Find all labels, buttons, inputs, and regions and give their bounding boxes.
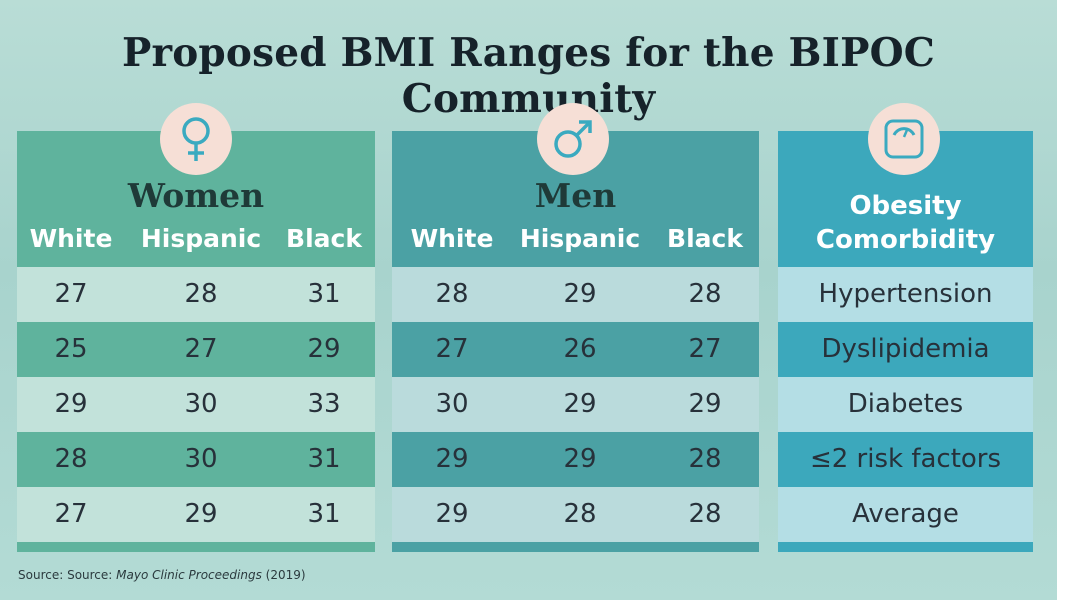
bmi-value-cell: 27 <box>54 279 88 309</box>
women-title: Women <box>127 176 265 215</box>
bmi-value-cell: 30 <box>184 389 218 419</box>
men-rows: 28 29 28 27 26 27 30 29 29 29 29 28 29 28 28 <box>392 267 759 542</box>
table-row: 29 30 33 <box>17 377 375 432</box>
bmi-value-cell: 30 <box>435 389 469 419</box>
bmi-value-cell: 27 <box>54 499 88 529</box>
men-col-black: Black <box>667 224 743 253</box>
table-row: Hypertension <box>778 267 1033 322</box>
comorbidity-title-line1: Obesity <box>849 191 962 221</box>
bmi-value-cell: 29 <box>184 499 218 529</box>
bmi-value-cell: 28 <box>184 279 218 309</box>
source-publication: Mayo Clinic Proceedings <box>116 568 262 582</box>
male-symbol-icon <box>537 103 609 175</box>
comorbidity-cell: Hypertension <box>818 279 993 309</box>
comorbidity-cell: Dyslipidemia <box>821 334 990 364</box>
bmi-value-cell: 31 <box>307 279 341 309</box>
page-title: Proposed BMI Ranges for the BIPOC Commun… <box>121 30 936 122</box>
table-row: Diabetes <box>778 377 1033 432</box>
table-row: 27 28 31 <box>17 267 375 322</box>
bmi-value-cell: 29 <box>688 389 722 419</box>
comorbidity-panel: Obesity Comorbidity Hypertension Dyslipid… <box>778 103 1033 552</box>
men-panel: Men White Hispanic Black 28 29 28 27 26 27 30 2… <box>392 103 759 552</box>
men-col-white: White <box>410 224 494 253</box>
bmi-value-cell: 29 <box>435 444 469 474</box>
bmi-value-cell: 31 <box>307 499 341 529</box>
table-row: 27 26 27 <box>392 322 759 377</box>
bmi-value-cell: 27 <box>184 334 218 364</box>
table-row: 28 29 28 <box>392 267 759 322</box>
table-row: 29 28 28 <box>392 487 759 542</box>
bmi-value-cell: 29 <box>435 499 469 529</box>
female-symbol-icon <box>160 103 232 175</box>
men-title: Men <box>534 176 617 215</box>
table-row: 28 30 31 <box>17 432 375 487</box>
bmi-value-cell: 29 <box>54 389 88 419</box>
comorbidity-title: Obesity Comorbidity <box>778 189 1033 257</box>
bmi-value-cell: 33 <box>307 389 341 419</box>
comorbidity-cell: ≤2 risk factors <box>809 444 1002 474</box>
bmi-value-cell: 28 <box>54 444 88 474</box>
women-col-black: Black <box>286 224 362 253</box>
bmi-value-cell: 28 <box>435 279 469 309</box>
table-row: ≤2 risk factors <box>778 432 1033 487</box>
comorbidity-title-line2: Comorbidity <box>815 225 996 255</box>
source-year: (2019) <box>261 568 306 582</box>
bmi-value-cell: 28 <box>563 499 597 529</box>
bmi-value-cell: 31 <box>307 444 341 474</box>
bmi-value-cell: 27 <box>688 334 722 364</box>
comorbidity-rows: Hypertension Dyslipidemia Diabetes ≤2 risk … <box>778 267 1033 542</box>
women-col-white: White <box>29 224 113 253</box>
bmi-value-cell: 28 <box>688 444 722 474</box>
bmi-value-cell: 28 <box>688 279 722 309</box>
bmi-value-cell: 30 <box>184 444 218 474</box>
source-prefix: Source: Source: <box>18 568 117 582</box>
scale-icon <box>868 103 940 175</box>
bmi-value-cell: 29 <box>563 389 597 419</box>
women-rows: 27 28 31 25 27 29 29 30 33 28 30 31 27 29 31 <box>17 267 375 542</box>
comorbidity-cell: Average <box>852 499 959 529</box>
bmi-value-cell: 28 <box>688 499 722 529</box>
comorbidity-cell: Diabetes <box>847 389 964 419</box>
women-panel: Women White Hispanic Black 27 28 31 25 27 29 2… <box>17 103 375 552</box>
bmi-value-cell: 25 <box>54 334 88 364</box>
women-col-hispanic: Hispanic <box>140 224 262 253</box>
bmi-value-cell: 27 <box>435 334 469 364</box>
bmi-value-cell: 29 <box>563 279 597 309</box>
source-note: Source: Source: Mayo Clinic Proceedings … <box>18 568 306 582</box>
table-row: 27 29 31 <box>17 487 375 542</box>
table-row: 25 27 29 <box>17 322 375 377</box>
table-row: 29 29 28 <box>392 432 759 487</box>
bmi-value-cell: 29 <box>307 334 341 364</box>
table-row: Dyslipidemia <box>778 322 1033 377</box>
men-col-hispanic: Hispanic <box>519 224 641 253</box>
bmi-value-cell: 29 <box>563 444 597 474</box>
bmi-value-cell: 26 <box>563 334 597 364</box>
table-row: 30 29 29 <box>392 377 759 432</box>
table-row: Average <box>778 487 1033 542</box>
